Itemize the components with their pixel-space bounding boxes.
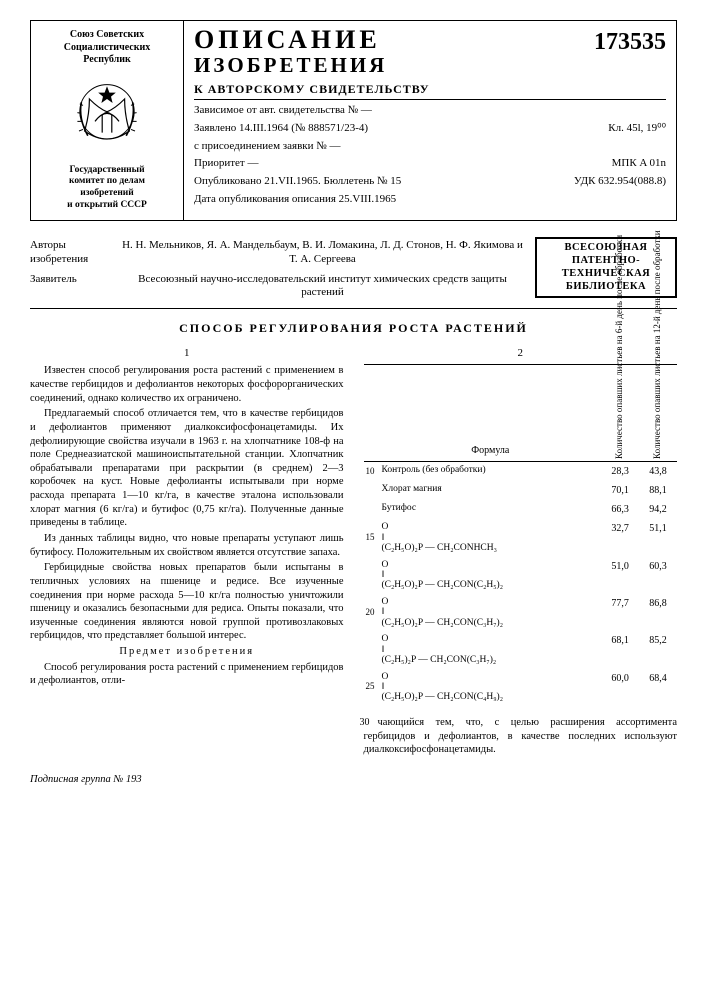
authors-block: ВСЕСОЮЗНАЯ ПАТЕНТНО- ТЕХНИЧЕСКАЯ БИБЛИОТ… — [30, 231, 677, 309]
state-emblem-icon — [67, 75, 147, 155]
meta-line: Заявлено 14.III.1964 (№ 888571/23-4)Кл. … — [194, 122, 666, 136]
footer-line: Подписная группа № 193 — [30, 773, 677, 786]
stamp-l1: ВСЕСОЮЗНАЯ — [564, 242, 647, 253]
th-day12: Количество опавших листьев на 12-й день … — [639, 365, 677, 462]
col1-p4: Гербицидные свойства новых препаратов бы… — [30, 561, 344, 643]
meta-line: с присоединением заявки № — — [194, 140, 666, 154]
col1-p3: Из данных таблицы видно, что новые препа… — [30, 532, 344, 559]
line-no-30: 30 — [346, 716, 370, 729]
table-row: Хлорат магния70,188,1 — [364, 481, 678, 500]
meta-line: Зависимое от авт. свидетельства № — — [194, 104, 666, 118]
c-l2: комитет по делам — [69, 176, 145, 186]
meta-lines: Зависимое от авт. свидетельства № — Заявл… — [194, 104, 666, 207]
col1-p5: Способ регулирования роста растений с пр… — [30, 661, 344, 688]
column-1: 1 Известен способ регулирования роста ра… — [30, 346, 344, 759]
th-day6: Количество опавших листьев на 6-й день п… — [601, 365, 639, 462]
authors-label: Авторы изобретения — [30, 239, 120, 267]
document-title: СПОСОБ РЕГУЛИРОВАНИЯ РОСТА РАСТЕНИЙ — [30, 321, 677, 336]
col2-marker: 2 — [364, 346, 678, 360]
doc-type-title: ОПИСАНИЕ — [194, 27, 387, 53]
column-2: 2 Формула Количество опавших листьев на … — [364, 346, 678, 759]
body-columns: 1 Известен способ регулирования роста ра… — [30, 346, 677, 759]
table-row: 10Контроль (без обработки)28,343,8 — [364, 462, 678, 482]
applicant-label: Заявитель — [30, 273, 120, 301]
col2-tail: чающийся тем, что, с целью расширения ас… — [364, 717, 678, 755]
committee: Государственный комитет по делам изобрет… — [37, 165, 177, 213]
authors-names: Н. Н. Мельников, Я. А. Мандельбаум, В. И… — [120, 239, 525, 267]
org-l3: Республик — [83, 54, 131, 65]
meta-line: Приоритет —МПК A 01n — [194, 157, 666, 171]
applicant-name: Всесоюзный научно-исследовательский инст… — [120, 273, 525, 301]
table-row: 20O‖(C₂H₅O)₂P — CH₂CON(C₃H₇)₂77,786,8 — [364, 594, 678, 631]
org-l1: Союз Советских — [70, 29, 144, 40]
results-table: Формула Количество опавших листьев на 6-… — [364, 364, 678, 706]
meta-line: Опубликовано 21.VII.1965. Бюллетень № 15… — [194, 175, 666, 189]
c-l4: и открытий СССР — [67, 200, 147, 210]
header-block: Союз Советских Социалистических Республи… — [30, 20, 677, 221]
table-row: O‖(C₂H₅)₂P — CH₂CON(C₃H₇)₂68,185,2 — [364, 631, 678, 668]
header-right: ОПИСАНИЕ ИЗОБРЕТЕНИЯ 173535 К АВТОРСКОМУ… — [184, 21, 676, 220]
stamp-l3: ТЕХНИЧЕСКАЯ — [562, 268, 651, 279]
org-l2: Социалистических — [64, 42, 150, 53]
certificate-line: К АВТОРСКОМУ СВИДЕТЕЛЬСТВУ — [194, 82, 666, 97]
col1-p2: Предлагаемый способ отличается тем, что … — [30, 407, 344, 530]
table-row: 25O‖(C₂H₅O)₂P — CH₂CON(C₄H₉)₂60,068,4 — [364, 669, 678, 706]
patent-number: 173535 — [594, 27, 666, 57]
th-formula: Формула — [380, 365, 602, 462]
table-row: O‖(C₂H₅O)₂P — CH₂CON(C₂H₅)₂51,060,3 — [364, 557, 678, 594]
table-row: Бутифос66,394,2 — [364, 500, 678, 519]
issuing-org: Союз Советских Социалистических Республи… — [37, 29, 177, 67]
stamp-l4: БИБЛИОТЕКА — [566, 281, 646, 292]
doc-type-subtitle: ИЗОБРЕТЕНИЯ — [194, 55, 387, 76]
stamp-l2: ПАТЕНТНО- — [572, 255, 640, 266]
col1-marker: 1 — [30, 346, 344, 360]
header-left: Союз Советских Социалистических Республи… — [31, 21, 184, 220]
subject-heading: Предмет изобретения — [30, 645, 344, 659]
c-l1: Государственный — [69, 165, 144, 175]
table-row: 15O‖(C₂H₅O)₂P — CH₂CONHCH₃32,751,1 — [364, 519, 678, 556]
meta-line: Дата опубликования описания 25.VIII.1965 — [194, 193, 666, 207]
c-l3: изобретений — [80, 188, 134, 198]
col1-p1: Известен способ регулирования роста раст… — [30, 364, 344, 405]
